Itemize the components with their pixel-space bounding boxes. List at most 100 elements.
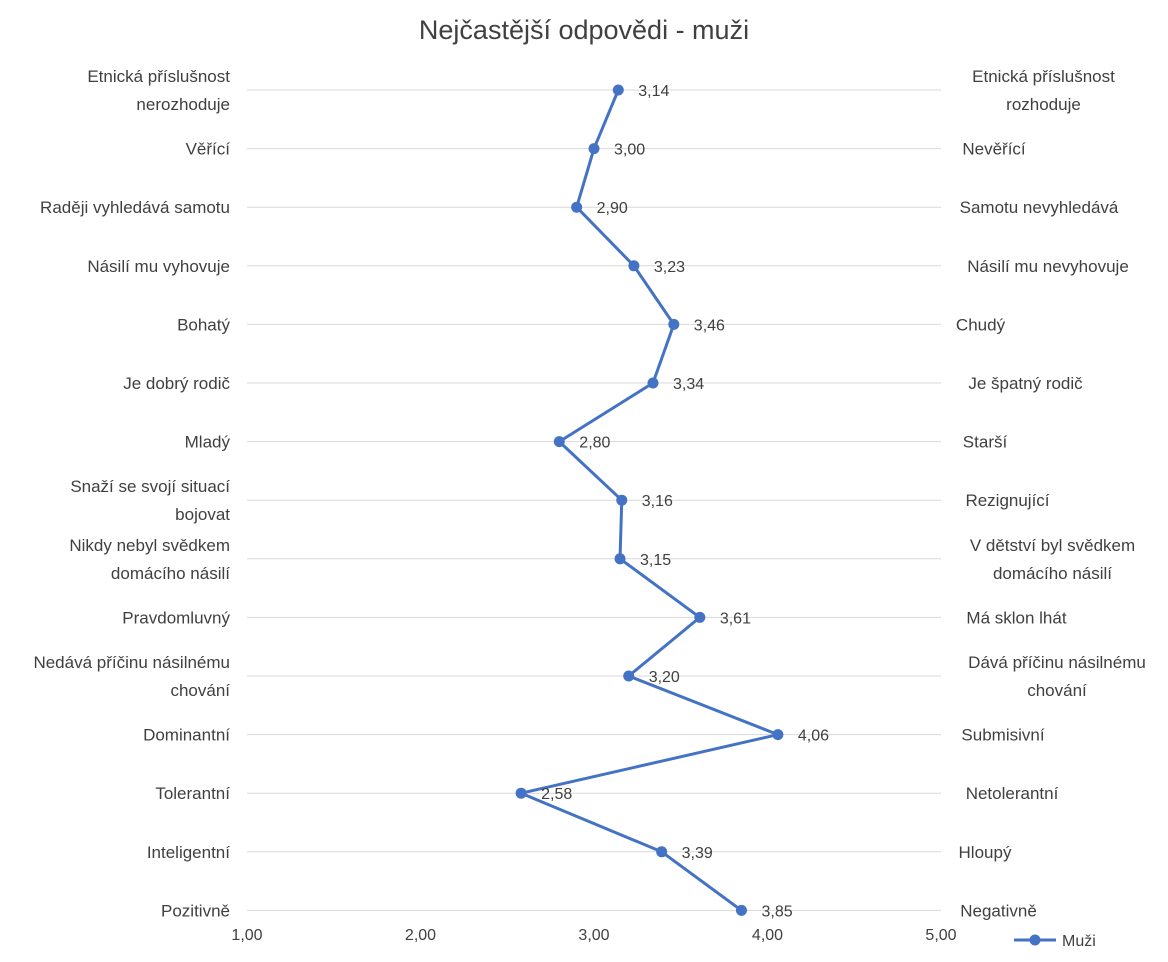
left-category-label-line: Snaží se svojí situací [70, 477, 230, 496]
right-category-label-line: chování [1027, 681, 1087, 700]
left-category-label: Bohatý [177, 315, 230, 334]
left-category-label: Inteligentní [147, 843, 230, 862]
left-category-label-line: nerozhoduje [136, 95, 230, 114]
data-label: 3,15 [640, 552, 671, 569]
data-label: 3,20 [649, 669, 680, 686]
left-category-label: Věřící [186, 140, 231, 159]
data-point [647, 377, 659, 389]
right-category-label: Chudý [956, 315, 1006, 334]
right-category-label-line: Je špatný rodič [968, 374, 1083, 393]
data-label: 3,23 [654, 259, 685, 276]
right-category-label: Samotu nevyhledává [960, 198, 1119, 217]
right-category-label: Je špatný rodič [968, 374, 1083, 393]
data-point [772, 729, 784, 741]
right-category-label: Submisivní [961, 726, 1044, 745]
right-category-label: V dětství byl svědkem domácího násilí [970, 536, 1135, 583]
data-point [735, 904, 747, 916]
data-label: 4,06 [798, 728, 829, 745]
data-label: 3,00 [614, 142, 645, 159]
right-category-labels: Etnická příslušnost rozhoduje Nevěřící Samo… [956, 67, 1146, 920]
right-category-label: Hloupý [959, 843, 1012, 862]
left-category-label-line: Raději vyhledává samotu [40, 198, 230, 217]
chart-title: Nejčastější odpovědi - muži [419, 15, 749, 45]
legend-label: Muži [1062, 933, 1096, 950]
right-category-label-line: domácího násilí [993, 564, 1112, 583]
right-category-label-line: Má sklon lhát [966, 608, 1066, 627]
left-category-label-line: bojovat [175, 505, 230, 524]
data-point [694, 611, 706, 623]
data-point [588, 143, 600, 155]
right-category-label-line: Etnická příslušnost [972, 67, 1115, 86]
right-category-label-line: Chudý [956, 315, 1006, 334]
left-category-label: Nikdy nebyl svědkem domácího násilí [69, 536, 230, 583]
right-category-label-line: Rezignující [965, 491, 1049, 510]
left-category-label: Etnická příslušnost nerozhoduje [87, 67, 230, 114]
data-label: 2,58 [541, 786, 572, 803]
right-category-label: Starší [963, 433, 1008, 452]
data-label: 3,85 [761, 903, 792, 920]
x-tick-label: 3,00 [578, 927, 609, 944]
x-tick-label: 2,00 [405, 927, 436, 944]
left-category-label-line: Dominantní [143, 726, 230, 745]
left-category-label: Mladý [185, 433, 231, 452]
data-point [623, 670, 635, 682]
data-point [515, 787, 527, 799]
left-category-label: Je dobrý rodič [123, 374, 230, 393]
right-category-label: Netolerantní [966, 784, 1059, 803]
left-category-label: Dominantní [143, 726, 230, 745]
left-category-label-line: Nedává příčinu násilnému [33, 653, 230, 672]
x-axis-tick-labels: 1,00 2,00 3,00 4,00 5,00 [231, 927, 956, 944]
right-category-label-line: Násilí mu nevyhovuje [967, 257, 1129, 276]
x-tick-label: 5,00 [925, 927, 956, 944]
right-category-label-line: Samotu nevyhledává [960, 198, 1119, 217]
left-category-label-line: Pravdomluvný [122, 608, 230, 627]
right-category-label-line: Starší [963, 433, 1008, 452]
right-category-label-line: Hloupý [959, 843, 1012, 862]
data-label: 3,46 [694, 317, 725, 334]
right-category-label-line: Dává příčinu násilnému [968, 653, 1146, 672]
left-category-label: Pozitivně [161, 901, 230, 920]
left-category-label-line: chování [170, 681, 230, 700]
left-category-label-line: Násilí mu vyhovuje [87, 257, 230, 276]
data-point [553, 436, 565, 448]
data-point [571, 201, 583, 213]
left-category-label-line: Bohatý [177, 315, 230, 334]
left-category-label-line: Tolerantní [155, 784, 230, 803]
left-category-labels: Etnická příslušnost nerozhoduje Věřící Radě… [33, 67, 230, 920]
left-category-label-line: Věřící [186, 140, 231, 159]
data-point [612, 84, 624, 96]
right-category-label-line: Netolerantní [966, 784, 1059, 803]
left-category-label: Násilí mu vyhovuje [87, 257, 230, 276]
right-category-label-line: Nevěřící [962, 140, 1026, 159]
data-label: 3,16 [642, 493, 673, 510]
right-category-label-line: V dětství byl svědkem [970, 536, 1135, 555]
data-point [614, 553, 626, 565]
data-label: 3,14 [638, 83, 669, 100]
right-category-label: Násilí mu nevyhovuje [967, 257, 1129, 276]
left-category-label: Tolerantní [155, 784, 230, 803]
left-category-label-line: Nikdy nebyl svědkem [69, 536, 230, 555]
data-point [656, 846, 668, 858]
right-category-label-line: Negativně [960, 901, 1037, 920]
left-category-label-line: Je dobrý rodič [123, 374, 230, 393]
left-category-label-line: Etnická příslušnost [87, 67, 230, 86]
data-point [668, 318, 680, 330]
right-category-label: Dává příčinu násilnému chování [968, 653, 1146, 700]
data-point [628, 260, 640, 272]
series-muzi: 3,14 3,00 2,90 3,23 3,46 3,34 2,80 3,16 3,15 3,61… [515, 83, 829, 920]
right-category-label-line: Submisivní [961, 726, 1044, 745]
legend: Muži [1014, 933, 1096, 950]
left-category-label-line: Mladý [185, 433, 231, 452]
data-label: 2,90 [597, 200, 628, 217]
right-category-label: Nevěřící [962, 140, 1026, 159]
left-category-label-line: Pozitivně [161, 901, 230, 920]
data-label: 3,61 [720, 610, 751, 627]
right-category-label-line: rozhoduje [1006, 95, 1081, 114]
data-point [616, 494, 628, 506]
left-category-label: Pravdomluvný [122, 608, 230, 627]
data-label: 2,80 [579, 435, 610, 452]
data-label: 3,39 [682, 845, 713, 862]
left-category-label: Raději vyhledává samotu [40, 198, 230, 217]
x-tick-label: 4,00 [752, 927, 783, 944]
